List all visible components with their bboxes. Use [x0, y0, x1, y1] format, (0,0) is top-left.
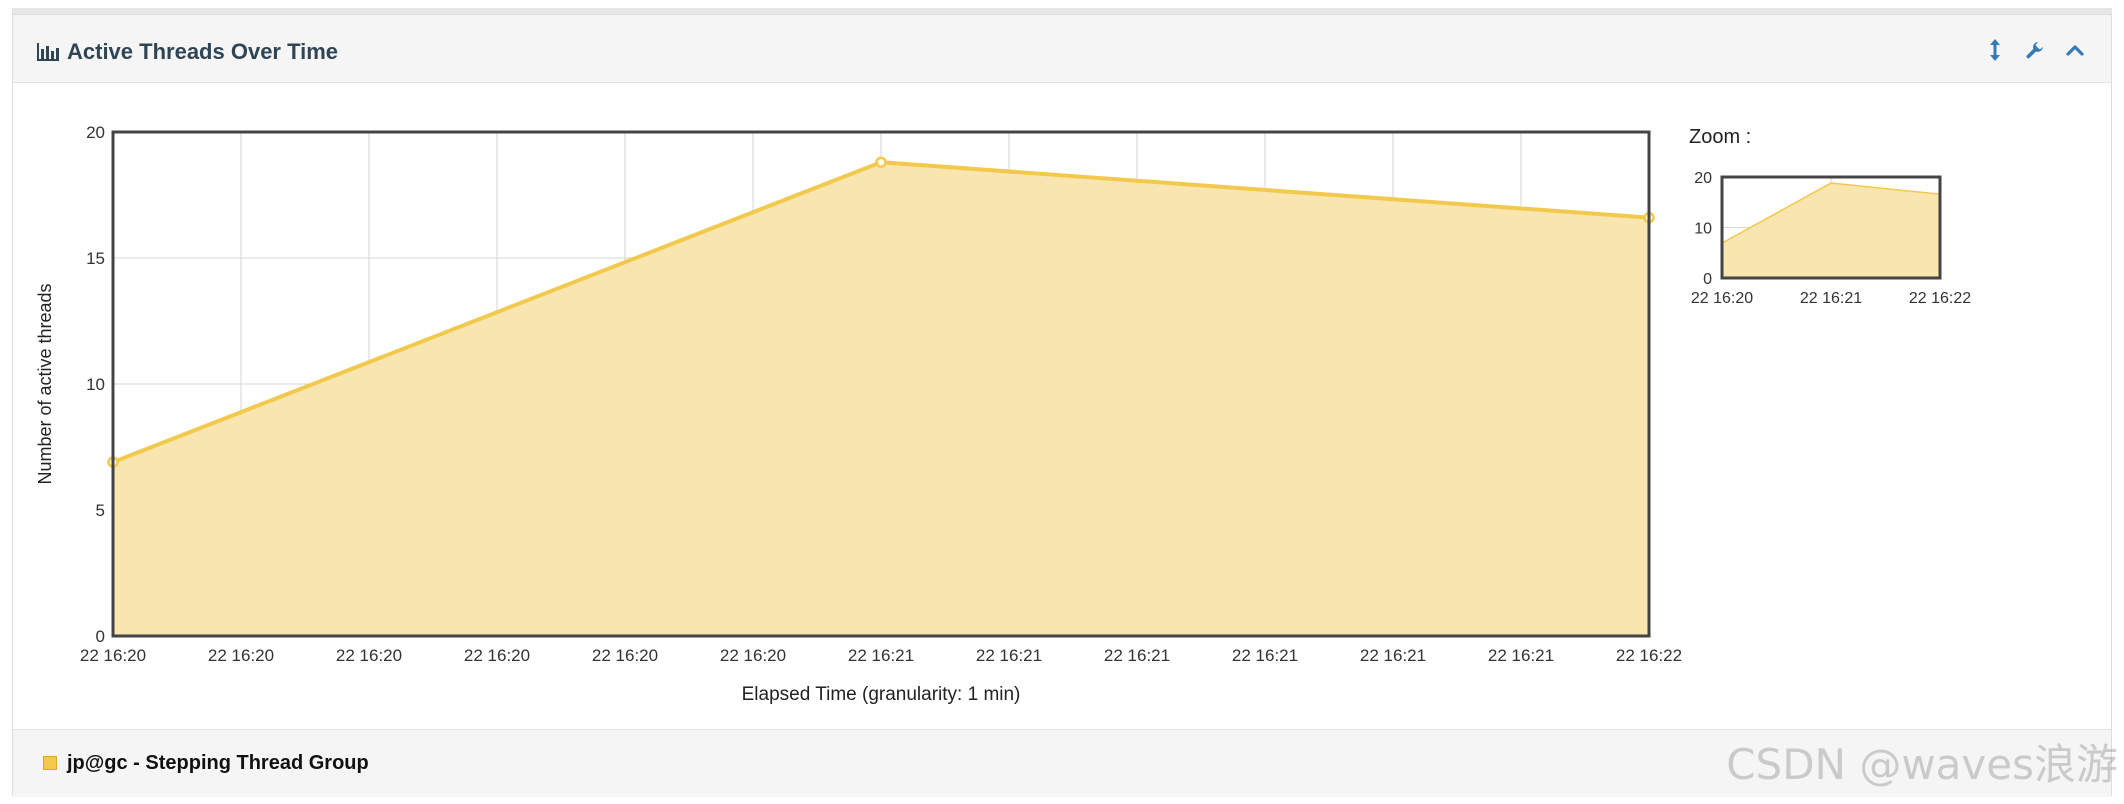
panel-title: Active Threads Over Time — [67, 39, 339, 64]
zoom-y-tick-label: 0 — [1703, 271, 1712, 288]
y-tick-label: 10 — [86, 375, 105, 394]
y-tick-label: 5 — [96, 501, 105, 520]
plot-frame — [111, 130, 1651, 638]
x-axis-label: Elapsed Time (granularity: 1 min) — [742, 684, 1021, 705]
zoom-y-tick-label: 10 — [1694, 221, 1712, 238]
zoom-frame — [1720, 175, 1942, 280]
y-tick-label: 20 — [86, 123, 105, 142]
x-tick-label: 22 16:21 — [976, 646, 1042, 665]
panel-header: Active Threads Over Time — [13, 15, 2111, 83]
legend-swatch — [43, 756, 57, 770]
y-axis-label: Number of active threads — [35, 283, 55, 484]
zoom-label: Zoom : — [1689, 126, 1751, 148]
x-tick-label: 22 16:21 — [848, 646, 914, 665]
series-area — [113, 162, 1649, 636]
x-tick-label: 22 16:22 — [1616, 646, 1682, 665]
legend-bar: jp@gc - Stepping Thread Group — [13, 729, 2111, 797]
zoom-series-line — [1721, 182, 1941, 244]
x-tick-label: 22 16:20 — [336, 646, 402, 665]
y-tick-label: 0 — [96, 627, 105, 646]
zoom-series-area — [1722, 183, 1940, 278]
x-tick-label: 22 16:21 — [1104, 646, 1170, 665]
zoom-overview-chart[interactable]: 0 10 20 22 16:20 22 16:21 22 16:22 — [1691, 170, 1971, 307]
data-point — [875, 156, 887, 168]
x-tick-label: 22 16:20 — [592, 646, 658, 665]
bar-chart-icon — [37, 43, 59, 61]
zoom-y-tick-label: 20 — [1694, 170, 1712, 187]
settings-button[interactable] — [2025, 39, 2045, 61]
x-tick-label: 22 16:21 — [1488, 646, 1554, 665]
resize-button[interactable] — [1985, 39, 2005, 61]
watermark: CSDN @waves浪游 — [1726, 740, 2118, 789]
top-separator — [12, 8, 2112, 14]
x-tick-label: 22 16:20 — [208, 646, 274, 665]
chart-panel: Active Threads Over Time — [12, 14, 2112, 797]
legend-label[interactable]: jp@gc - Stepping Thread Group — [67, 752, 369, 774]
chevron-up-icon — [2066, 45, 2084, 56]
zoom-x-tick-label: 22 16:21 — [1800, 290, 1862, 307]
x-tick-label: 22 16:21 — [1360, 646, 1426, 665]
x-tick-label: 22 16:20 — [80, 646, 146, 665]
zoom-x-tick-label: 22 16:22 — [1909, 290, 1971, 307]
wrench-icon — [2026, 42, 2043, 59]
resize-vertical-icon — [1990, 39, 2000, 61]
collapse-button[interactable] — [2065, 39, 2085, 61]
panel-toolbar — [1985, 39, 2085, 61]
y-axis-ticks: 0 5 10 15 20 — [86, 123, 105, 646]
y-tick-label: 15 — [86, 249, 105, 268]
x-tick-label: 22 16:20 — [464, 646, 530, 665]
x-axis-ticks: 22 16:20 22 16:20 22 16:20 22 16:20 22 16:20… — [80, 646, 1682, 665]
zoom-x-tick-label: 22 16:20 — [1691, 290, 1753, 307]
x-tick-label: 22 16:21 — [1232, 646, 1298, 665]
x-tick-label: 22 16:20 — [720, 646, 786, 665]
